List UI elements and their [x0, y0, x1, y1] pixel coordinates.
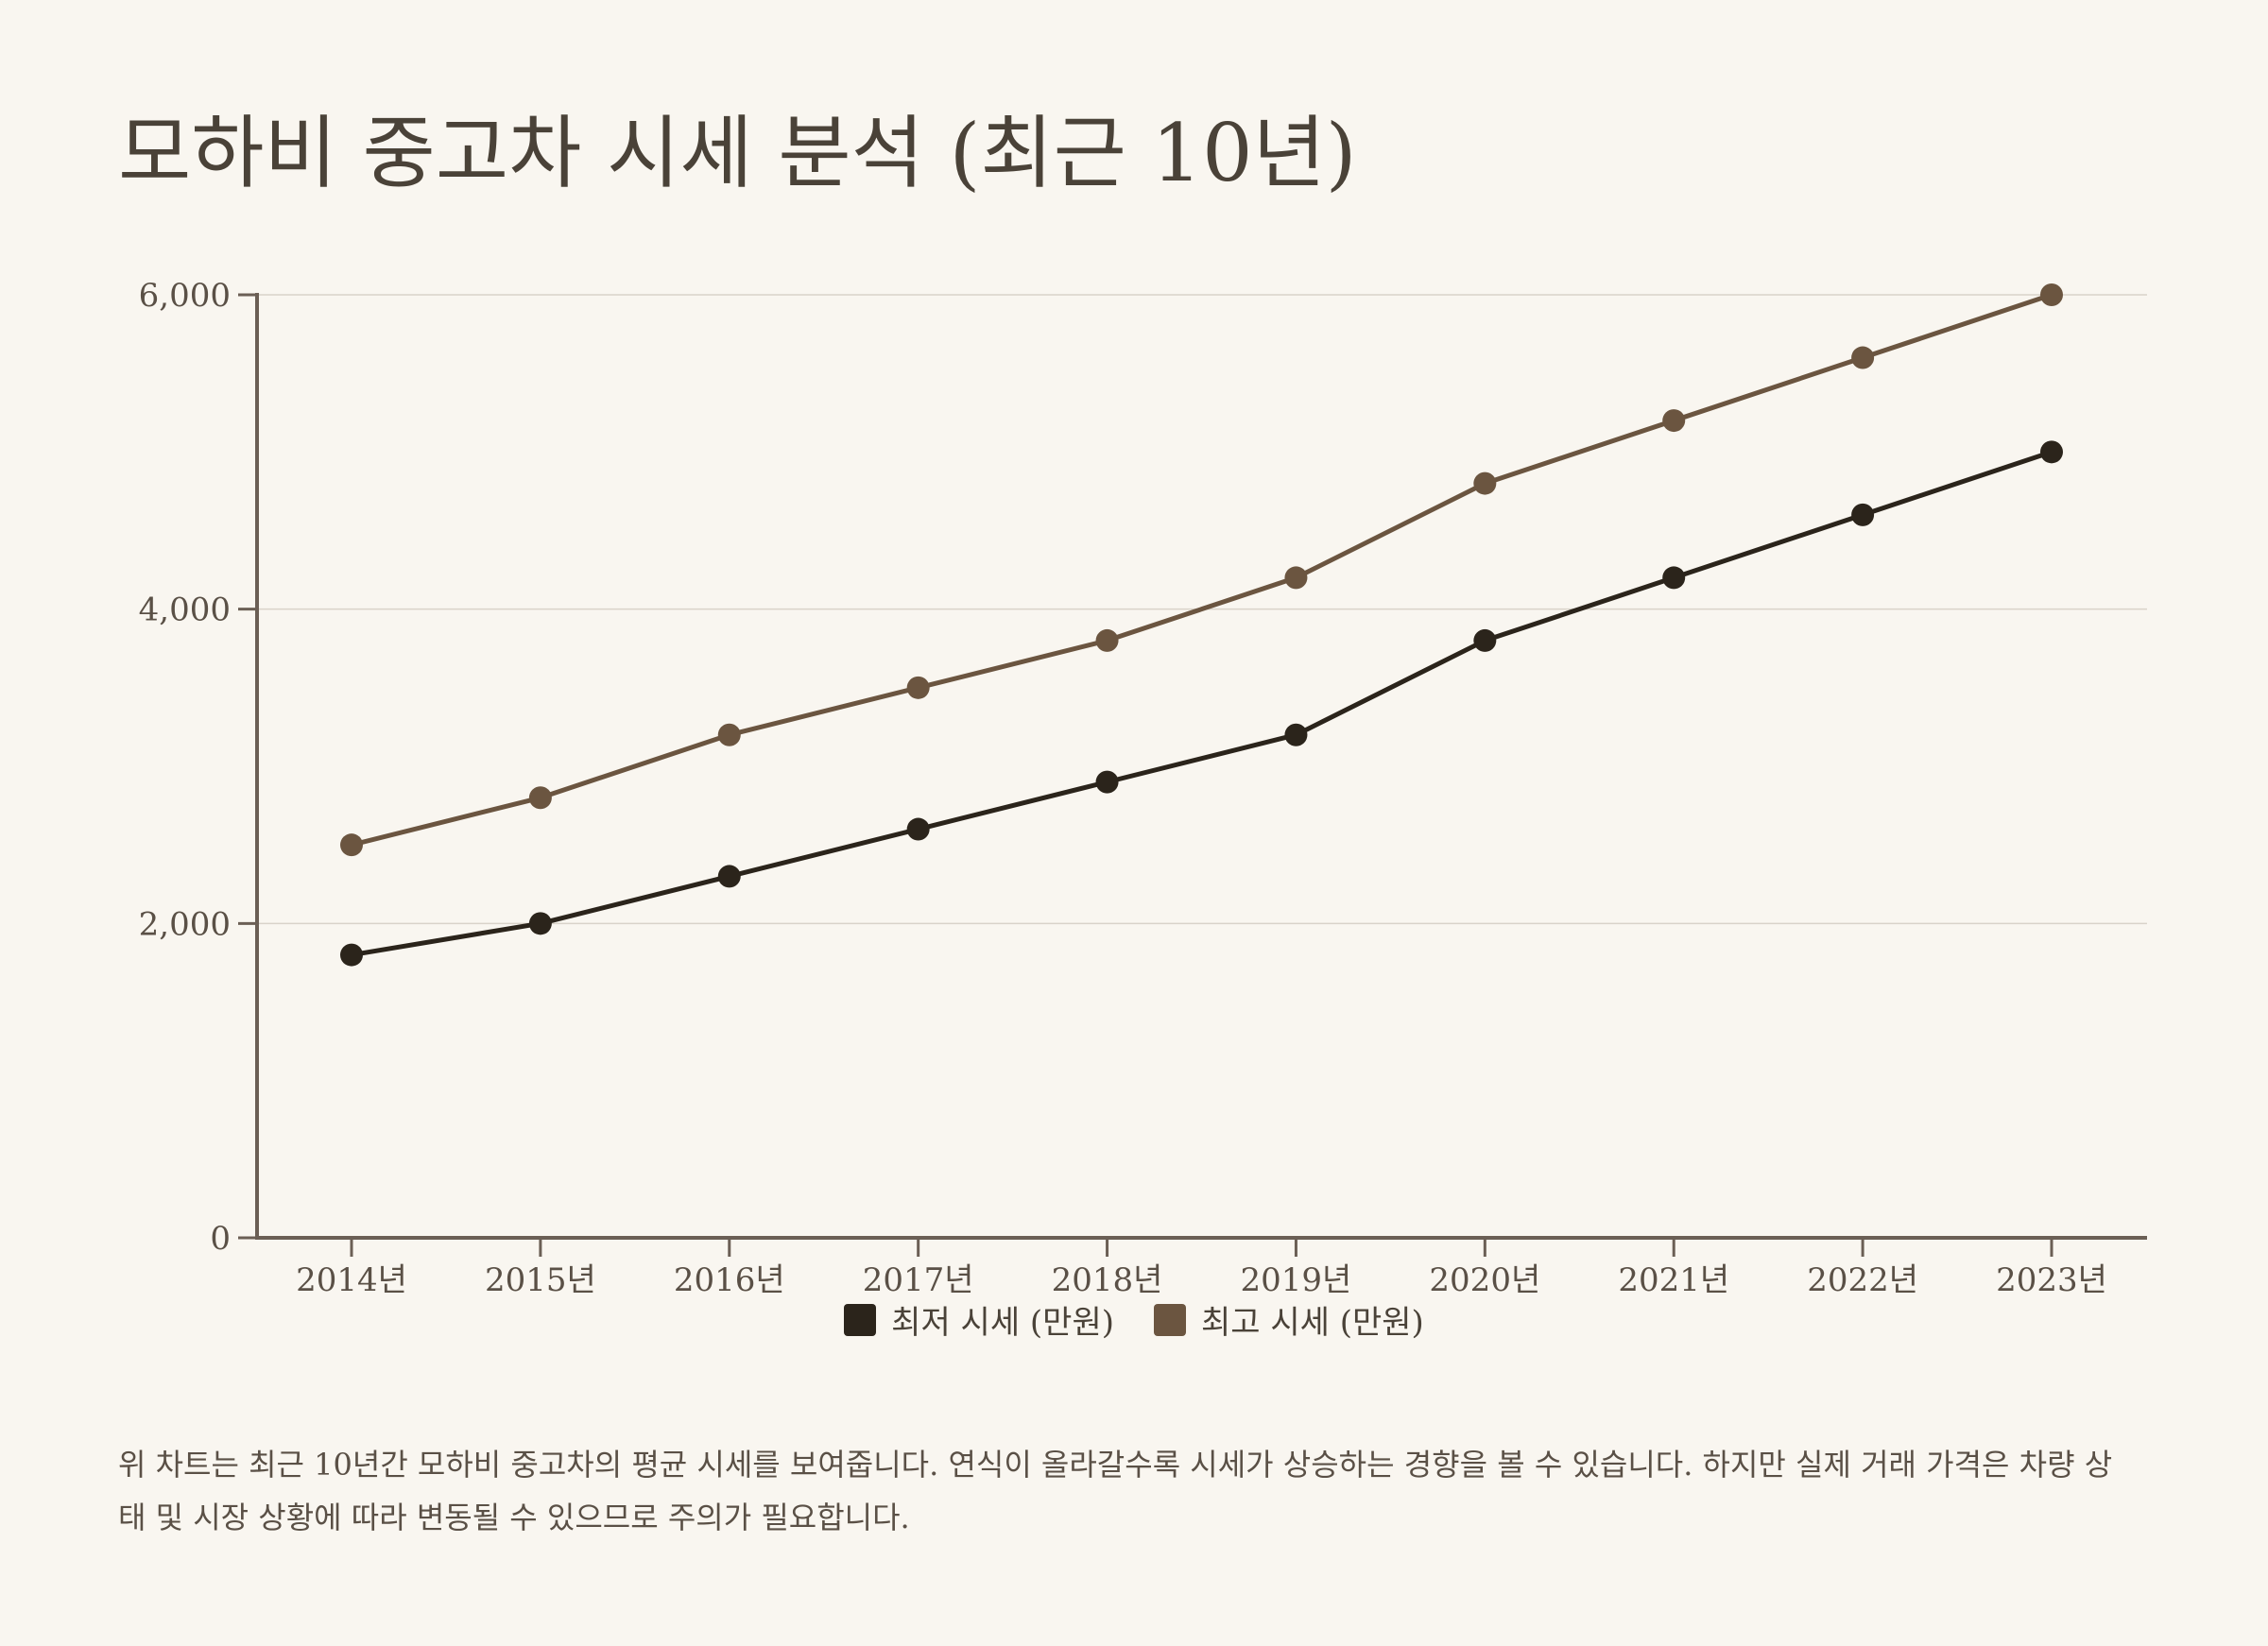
- y-tick-label: 6,000: [139, 277, 231, 315]
- x-tick-label: 2023년: [1996, 1261, 2107, 1299]
- y-tick-label: 2,000: [139, 905, 231, 943]
- data-point-series-0[interactable]: [906, 817, 930, 841]
- data-point-series-1[interactable]: [340, 833, 363, 857]
- data-point-series-1[interactable]: [717, 723, 741, 746]
- data-point-series-0[interactable]: [1095, 770, 1119, 794]
- x-tick-label: 2014년: [296, 1261, 407, 1299]
- data-point-series-1[interactable]: [1284, 566, 1308, 590]
- data-point-series-1[interactable]: [906, 676, 930, 699]
- axes: [238, 293, 2147, 1257]
- series-lines: [349, 292, 2054, 958]
- y-tick-label: 4,000: [139, 592, 231, 629]
- legend: 최저 시세 (만원) 최고 시세 (만원): [0, 1296, 2268, 1343]
- legend-item-min[interactable]: 최저 시세 (만원): [844, 1296, 1114, 1343]
- series-line-1: [349, 292, 2054, 848]
- x-tick-labels: 2014년 2015년 2016년 2017년 2018년 2019년 2020년 2021년…: [296, 1261, 2107, 1299]
- data-point-series-1[interactable]: [1662, 409, 1686, 433]
- x-tick-label: 2016년: [674, 1261, 785, 1299]
- x-tick-label: 2020년: [1429, 1261, 1540, 1299]
- data-point-series-0[interactable]: [1662, 566, 1686, 590]
- x-tick-label: 2019년: [1241, 1261, 1352, 1299]
- legend-swatch-max: [1154, 1303, 1186, 1336]
- legend-swatch-min: [844, 1303, 877, 1336]
- legend-item-max[interactable]: 최고 시세 (만원): [1154, 1296, 1424, 1343]
- y-tick-labels: 0 2,000 4,000 6,000: [139, 277, 231, 1258]
- y-tick-label: 0: [210, 1220, 231, 1258]
- series-line-0: [349, 449, 2054, 958]
- data-point-series-0[interactable]: [717, 865, 741, 888]
- data-point-series-1[interactable]: [1095, 628, 1119, 652]
- data-point-series-0[interactable]: [1473, 628, 1497, 652]
- data-point-series-0[interactable]: [528, 912, 552, 935]
- data-point-series-0[interactable]: [2040, 440, 2063, 464]
- data-point-series-1[interactable]: [1851, 346, 1875, 369]
- data-points: [340, 283, 2063, 967]
- legend-label-min: 최저 시세 (만원): [891, 1304, 1114, 1342]
- x-tick-label: 2015년: [485, 1261, 596, 1299]
- data-point-series-1[interactable]: [2040, 283, 2063, 306]
- x-tick-label: 2021년: [1618, 1261, 1729, 1299]
- x-tick-label: 2022년: [1807, 1261, 1918, 1299]
- x-tick-label: 2017년: [863, 1261, 974, 1299]
- data-point-series-0[interactable]: [340, 943, 363, 967]
- data-point-series-1[interactable]: [528, 786, 552, 810]
- chart-title: 모하비 중고차 시세 분석 (최근 10년): [118, 107, 1357, 199]
- x-tick-label: 2018년: [1052, 1261, 1163, 1299]
- legend-label-max: 최고 시세 (만원): [1201, 1304, 1424, 1342]
- data-point-series-1[interactable]: [1473, 472, 1497, 495]
- data-point-series-0[interactable]: [1284, 723, 1308, 746]
- chart-description: 위 차트는 최근 10년간 모하비 중고차의 평균 시세를 보여줍니다. 연식이…: [118, 1447, 2113, 1535]
- data-point-series-0[interactable]: [1851, 503, 1875, 526]
